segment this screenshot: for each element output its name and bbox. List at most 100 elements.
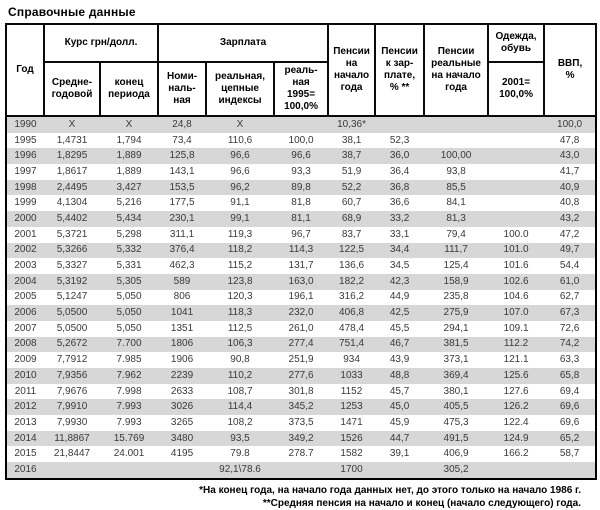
value-cell: 90,8 xyxy=(230,354,250,366)
value-cell: 7.993 xyxy=(116,401,142,413)
value-cell: 7.993 xyxy=(116,416,142,428)
value-cell: 125,4 xyxy=(443,260,469,272)
table-row: 2002 5,3266 5,332 376,4 118,2 114,3 122,5 34,4 1… xyxy=(6,242,597,259)
header-gdp: ВВП, % xyxy=(543,23,598,117)
value-cell: 40,8 xyxy=(559,197,580,209)
value-cell: 1,4731 xyxy=(56,134,88,146)
value-cell xyxy=(488,133,544,149)
header-rate-eop: конец периода xyxy=(98,61,160,117)
value-cell xyxy=(488,211,544,227)
value-cell: 251,9 xyxy=(288,354,314,366)
year-cell: 1990 xyxy=(14,118,37,130)
value-cell xyxy=(274,462,328,479)
value-cell: 74,2 xyxy=(559,338,580,350)
value-cell: 7,9910 xyxy=(56,401,88,413)
value-cell: 125,8 xyxy=(169,150,195,162)
value-cell: 99,1 xyxy=(230,212,250,224)
value-cell: 118,2 xyxy=(227,244,253,256)
value-cell: 316,2 xyxy=(339,291,365,303)
table-row: 2004 5,3192 5,305 589 123,8 163,0 182,2 42,3 158… xyxy=(6,273,597,290)
value-cell: 235,8 xyxy=(443,291,469,303)
value-cell: 47,2 xyxy=(559,228,580,240)
value-cell: 277,4 xyxy=(288,338,314,350)
value-cell: 47,8 xyxy=(559,134,580,146)
value-cell: 24.001 xyxy=(113,448,145,460)
value-cell xyxy=(274,116,328,133)
value-cell: 294,1 xyxy=(443,322,469,334)
value-cell: 1700 xyxy=(340,463,363,475)
year-cell: 2006 xyxy=(14,307,37,319)
table-row: 1996 1,8295 1,889 125,8 96,6 96,6 38,7 36,0 100,… xyxy=(6,148,597,165)
value-cell: 34,4 xyxy=(389,244,410,256)
value-cell: 380,1 xyxy=(443,385,469,397)
value-cell: 5,3721 xyxy=(56,228,88,240)
value-cell: 3265 xyxy=(170,416,194,428)
value-cell: 7.998 xyxy=(116,385,142,397)
value-cell: 15.769 xyxy=(113,432,145,444)
value-cell: 2239 xyxy=(170,369,194,381)
value-cell: 166.2 xyxy=(503,448,529,460)
table-row: 2016 92,1\78.6 1700 305,2 xyxy=(6,462,597,479)
value-cell: 91,1 xyxy=(230,197,250,209)
value-cell: 232,0 xyxy=(288,307,314,319)
value-cell: 96,7 xyxy=(291,228,311,240)
value-cell: 1152 xyxy=(340,385,363,397)
value-cell: 96,6 xyxy=(230,150,250,162)
value-cell: 478,4 xyxy=(339,322,365,334)
header-salary-group: Зарплата xyxy=(157,23,330,63)
table-row: 2001 5,3721 5,298 311,1 119,3 96,7 83,7 33,1 79,… xyxy=(6,227,596,243)
value-cell xyxy=(100,462,158,479)
value-cell xyxy=(488,180,544,196)
value-cell xyxy=(44,462,100,479)
value-cell: 3026 xyxy=(170,401,194,413)
value-cell: 589 xyxy=(173,275,191,287)
header-clothing-group: Одежда, обувь xyxy=(487,23,546,63)
year-cell: 2007 xyxy=(14,322,37,334)
value-cell: 42,5 xyxy=(389,307,410,319)
value-cell: 475,3 xyxy=(443,416,469,428)
value-cell: 5,3266 xyxy=(56,244,88,256)
value-cell: 68,9 xyxy=(341,212,362,224)
value-cell: 38,7 xyxy=(341,150,362,162)
value-cell: 143,1 xyxy=(169,165,195,177)
value-cell: 63,3 xyxy=(559,354,580,366)
value-cell: 1,889 xyxy=(116,165,142,177)
value-cell: 36,8 xyxy=(389,181,410,193)
value-cell xyxy=(488,462,544,479)
value-cell: 54,4 xyxy=(559,260,580,272)
value-cell: 369,4 xyxy=(443,369,469,381)
value-cell: 93,5 xyxy=(230,432,250,444)
value-cell xyxy=(488,148,544,164)
value-cell: 5,298 xyxy=(116,228,142,240)
value-cell: 5,3327 xyxy=(56,260,88,272)
table-row: 2012 7,9910 7.993 3026 114,4 345,2 1253 45,0 405… xyxy=(6,399,597,416)
value-cell: 62,7 xyxy=(559,291,580,303)
table-row: 1998 2,4495 3,427 153,5 96,2 89,8 52,2 36,8 85,5… xyxy=(6,179,597,196)
footnote-2: **Средняя пенсия на начало и конец (нача… xyxy=(262,497,581,509)
value-cell: 751,4 xyxy=(339,338,365,350)
table-row: 1997 1,8617 1,889 143,1 96,6 93,3 51,9 36,4 93,8… xyxy=(6,164,596,180)
value-cell: 5,3192 xyxy=(56,275,88,287)
year-cell: 2008 xyxy=(14,338,37,350)
value-cell: 45,5 xyxy=(389,322,410,334)
value-cell: 100.0 xyxy=(503,228,529,240)
value-cell: 65,2 xyxy=(559,432,580,444)
value-cell: 102.6 xyxy=(503,275,529,287)
value-cell: 36,6 xyxy=(389,197,410,209)
value-cell: 81,3 xyxy=(446,212,466,224)
header-clothing-base: 2001= 100,0% xyxy=(487,61,546,117)
value-cell: 277,6 xyxy=(288,369,314,381)
year-cell: 1995 xyxy=(14,134,37,146)
value-cell: 69,6 xyxy=(559,401,580,413)
value-cell: X xyxy=(236,118,244,130)
value-cell: 96,6 xyxy=(291,150,311,162)
value-cell: 7,9930 xyxy=(56,416,88,428)
value-cell: 52,2 xyxy=(341,181,362,193)
value-cell: 1351 xyxy=(170,322,194,334)
value-cell: 48,8 xyxy=(389,369,410,381)
value-cell: 122.4 xyxy=(503,416,529,428)
value-cell: 96,2 xyxy=(230,181,250,193)
value-cell: 1526 xyxy=(340,432,363,444)
value-cell: 93,8 xyxy=(446,165,466,177)
value-cell: 1041 xyxy=(170,307,194,319)
